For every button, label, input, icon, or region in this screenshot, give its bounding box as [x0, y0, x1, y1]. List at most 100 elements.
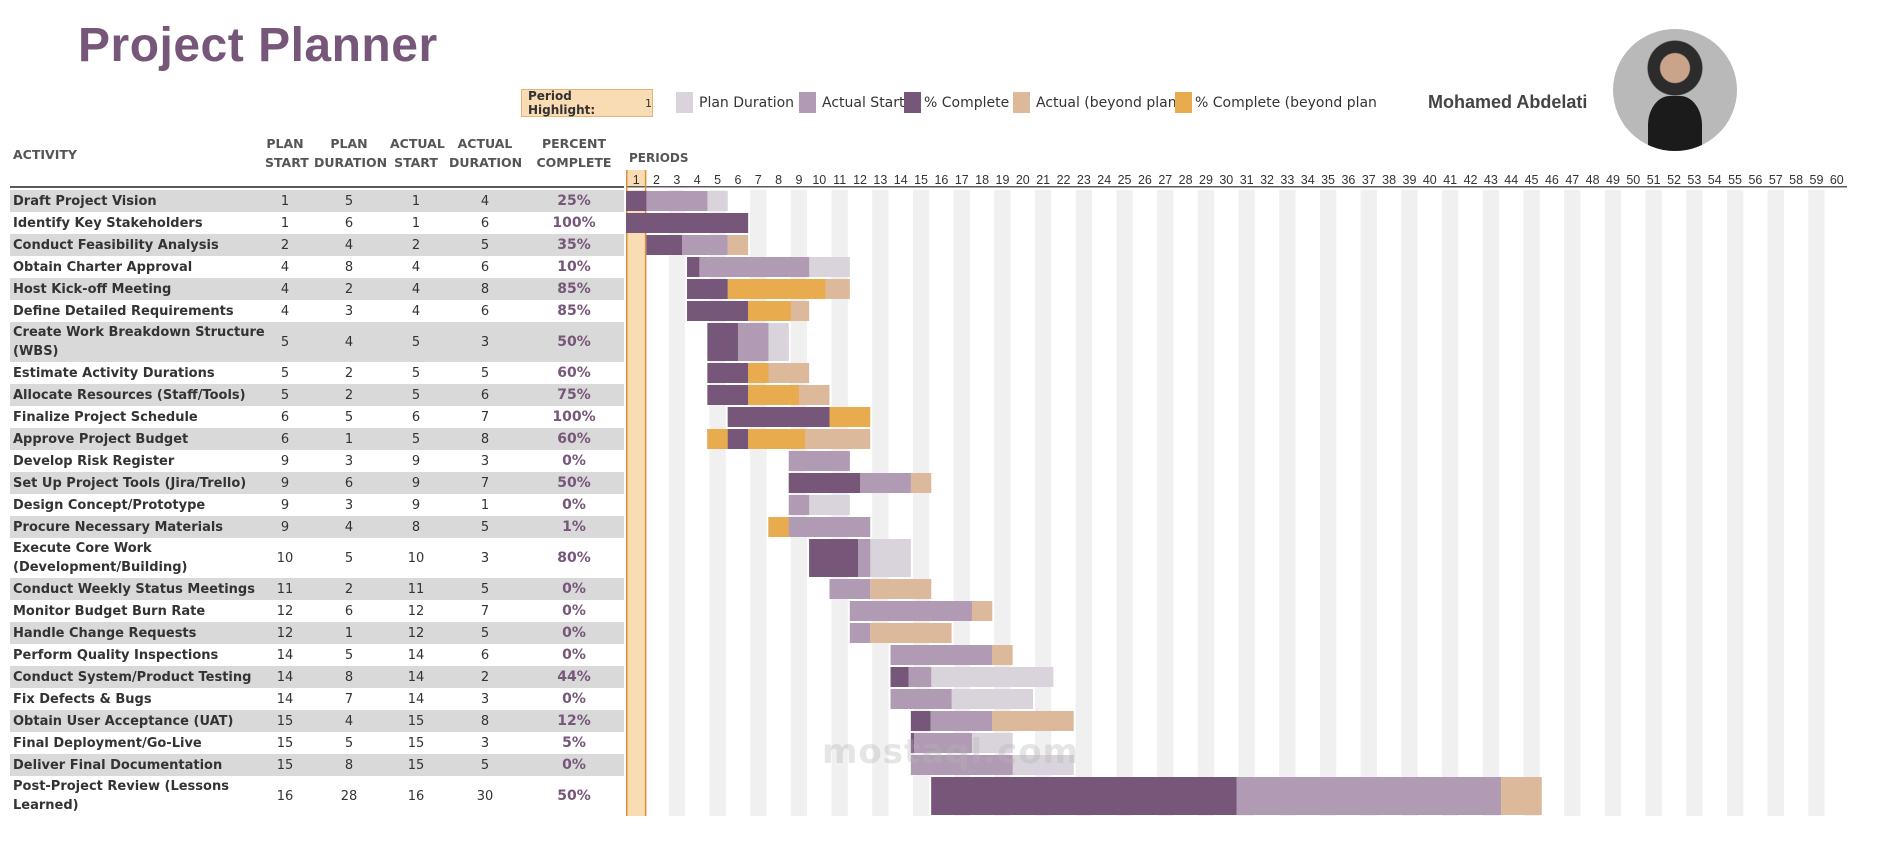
- plan-start: 15: [276, 757, 294, 773]
- period-number: 16: [934, 173, 948, 187]
- bar-plan: [727, 407, 830, 427]
- bar-plan: [788, 517, 871, 537]
- actual-duration: 5: [480, 237, 490, 253]
- bar-actual: [788, 495, 810, 515]
- table-row: Conduct Weekly Status Meetings 11 2 11 5 0%: [10, 578, 624, 600]
- period-highlight-value[interactable]: 1: [645, 96, 652, 110]
- period-number: 39: [1403, 173, 1417, 187]
- bar-plan: [931, 777, 1502, 815]
- period-highlight[interactable]: Period Highlight: 1: [521, 89, 653, 117]
- period-stripe: [953, 190, 970, 816]
- actual-start: 5: [411, 431, 421, 447]
- percent-complete: 0%: [562, 581, 586, 597]
- bar-plan: [849, 623, 871, 643]
- table-row: Create Work Breakdown Structure (WBS) 5 4 5…: [10, 322, 624, 362]
- period-number: 43: [1484, 173, 1498, 187]
- period-stripe: [1238, 190, 1255, 816]
- bar-actual: [890, 645, 993, 665]
- header-line: COMPLETE: [536, 155, 612, 170]
- header-line: PLAN: [266, 136, 304, 151]
- bar-complete: [626, 213, 749, 233]
- actual-start: 9: [411, 475, 421, 491]
- actual-start: 4: [411, 259, 421, 275]
- bar-complete-beyond: [727, 279, 826, 299]
- period-number: 57: [1769, 173, 1783, 187]
- percent-complete: 0%: [562, 497, 586, 513]
- plan-duration: 4: [344, 237, 354, 253]
- bar-actual: [931, 777, 1502, 815]
- header-line: START: [394, 155, 438, 170]
- period-number: 46: [1545, 173, 1559, 187]
- period-number: 25: [1118, 173, 1132, 187]
- period-stripe: [1726, 190, 1744, 816]
- plan-duration: 5: [344, 409, 354, 425]
- bar-actual-beyond: [992, 711, 1074, 731]
- bar-actual: [768, 517, 871, 537]
- actual-start: 11: [407, 581, 425, 597]
- period-number: 41: [1443, 173, 1457, 187]
- actual-duration: 8: [480, 431, 490, 447]
- legend-actual-beyond: Actual (beyond plan): [1013, 92, 1182, 113]
- activity-name: Host Kick-off Meeting: [13, 281, 172, 297]
- bar-actual: [707, 385, 749, 405]
- activity-name: Allocate Resources (Staff/Tools): [13, 387, 246, 403]
- percent-complete: 85%: [557, 281, 591, 297]
- plan-start: 2: [280, 237, 290, 253]
- period-number: 13: [873, 173, 887, 187]
- period-number: 36: [1341, 173, 1355, 187]
- legend-swatch: [676, 92, 693, 113]
- actual-start: 4: [411, 303, 421, 319]
- table-row: Host Kick-off Meeting 4 2 4 8 85%: [10, 278, 624, 300]
- period-number: 59: [1810, 173, 1824, 187]
- bar-actual: [890, 689, 952, 709]
- bar-actual-beyond: [727, 235, 749, 255]
- percent-complete: 35%: [557, 237, 591, 253]
- plan-start: 6: [280, 431, 290, 447]
- period-stripe: [1157, 190, 1174, 816]
- legend-swatch: [1175, 92, 1192, 113]
- actual-start: 9: [411, 497, 421, 513]
- activity-name: Conduct Feasibility Analysis: [13, 237, 219, 253]
- period-number: 23: [1077, 173, 1091, 187]
- actual-start: 5: [411, 387, 421, 403]
- percent-complete: 1%: [562, 519, 586, 535]
- period-number: 14: [894, 173, 908, 187]
- bar-complete: [890, 667, 909, 687]
- activity-name: Develop Risk Register: [13, 453, 175, 469]
- period-stripe: [1279, 190, 1296, 816]
- bar-complete: [727, 407, 830, 427]
- bar-actual: [687, 279, 728, 299]
- bar-complete-beyond: [748, 301, 791, 321]
- activity-name: Final Deployment/Go-Live: [13, 735, 202, 751]
- bar-plan: [727, 429, 749, 449]
- table-row: Estimate Activity Durations 5 2 5 5 60%: [10, 362, 624, 384]
- period-number: 21: [1036, 173, 1050, 187]
- period-header-line: [626, 186, 1847, 188]
- table-row: Conduct System/Product Testing 14 8 14 2 44%: [10, 666, 624, 688]
- bar-actual: [626, 213, 749, 233]
- bar-plan: [829, 579, 871, 599]
- period-number: 3: [673, 173, 680, 187]
- table-row: Handle Change Requests 12 1 12 5 0%: [10, 622, 624, 644]
- plan-start: 9: [280, 453, 290, 469]
- period-stripe: [831, 190, 848, 816]
- bar-complete: [910, 711, 931, 731]
- bar-plan: [788, 495, 850, 515]
- plan-start: 16: [276, 788, 294, 804]
- period-number: 50: [1626, 173, 1640, 187]
- bar-early-start: [707, 429, 728, 449]
- plan-duration: 28: [340, 788, 358, 804]
- bar-plan: [910, 711, 993, 731]
- percent-complete: 0%: [562, 647, 586, 663]
- period-number: 47: [1565, 173, 1579, 187]
- period-number: 56: [1748, 173, 1762, 187]
- percent-complete: 100%: [552, 215, 596, 231]
- period-stripe: [750, 190, 767, 816]
- bar-plan: [626, 191, 728, 211]
- bar-complete: [707, 363, 749, 383]
- actual-duration: 7: [480, 409, 490, 425]
- plan-duration: 1: [344, 431, 354, 447]
- plan-start: 5: [280, 387, 290, 403]
- actual-start: 15: [407, 713, 425, 729]
- period-stripe: [872, 190, 889, 816]
